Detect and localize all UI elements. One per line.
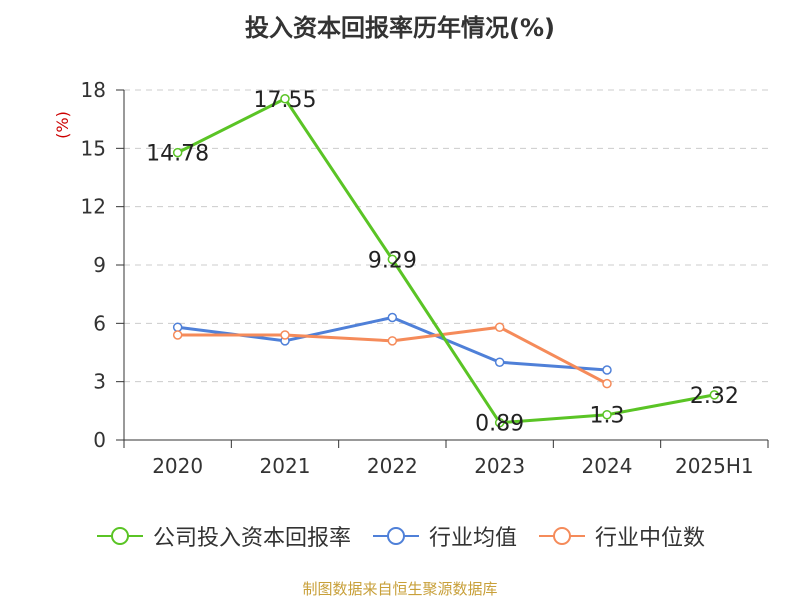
- legend-marker-company: [96, 527, 143, 545]
- source-note: 制图数据来自恒生聚源数据库: [302, 580, 498, 598]
- data-label: 0.89: [475, 412, 524, 437]
- legend-marker-industry-mean: [372, 527, 419, 545]
- data-point: [172, 147, 183, 158]
- data-point: [709, 390, 720, 400]
- y-tick-label: 0: [93, 428, 106, 452]
- y-tick-label: 6: [93, 311, 106, 335]
- x-tick-label: 2023: [474, 454, 525, 478]
- data-label: 17.55: [254, 88, 317, 113]
- data-label: 1.3: [590, 404, 625, 429]
- y-tick-label: 3: [93, 370, 106, 394]
- x-tick-label: 2024: [582, 454, 633, 478]
- data-point: [494, 417, 505, 428]
- legend-circle-company: [110, 527, 129, 545]
- legend-label-company: 公司投入资本回报率: [152, 526, 351, 551]
- data-point: [494, 357, 505, 367]
- legend-label-industry-mean: 行业均值: [428, 526, 517, 551]
- data-point: [172, 322, 183, 332]
- x-tick-label: 2020: [152, 454, 203, 478]
- legend-circle-industry-median: [553, 527, 571, 545]
- data-point: [387, 312, 398, 323]
- x-tick-label: 2025H1: [675, 454, 754, 478]
- legend: 公司投入资本回报率 行业均值 行业中位数: [0, 520, 800, 552]
- data-point: [602, 365, 612, 375]
- x-tick-label: 2022: [367, 454, 418, 478]
- series-line: [176, 97, 715, 425]
- legend-label-industry-median: 行业中位数: [595, 526, 706, 551]
- data-point: [494, 322, 505, 332]
- chart-title: 投入资本回报率历年情况(%): [245, 14, 555, 42]
- y-tick-label: 9: [93, 253, 106, 277]
- data-point: [602, 409, 612, 420]
- data-point: [280, 330, 290, 340]
- y-tick-label: 18: [81, 78, 106, 102]
- series-line: [177, 325, 608, 385]
- data-label: 14.78: [146, 142, 209, 167]
- data-point: [172, 330, 183, 340]
- y-tick-label: 12: [81, 195, 106, 219]
- legend-circle-industry-mean: [386, 527, 405, 545]
- y-axis-label: (%): [53, 111, 72, 139]
- data-point: [280, 94, 290, 104]
- legend-item-industry-mean[interactable]: 行业均值: [371, 520, 517, 552]
- line-chart: 0 3 6 9 12 15 18 2020 2021 2022 2023 2024 2025H1 (%) 1…: [53, 78, 769, 478]
- y-tick-label: 15: [81, 136, 106, 160]
- data-point: [387, 254, 398, 265]
- legend-item-industry-median[interactable]: 行业中位数: [537, 520, 705, 552]
- legend-item-company[interactable]: 公司投入资本回报率: [95, 520, 351, 552]
- data-label: 2.32: [690, 384, 739, 409]
- data-point: [602, 378, 612, 389]
- data-label: 9.29: [368, 248, 417, 273]
- data-point: [387, 336, 398, 346]
- legend-marker-industry-median: [539, 527, 585, 545]
- x-tick-label: 2021: [260, 454, 311, 478]
